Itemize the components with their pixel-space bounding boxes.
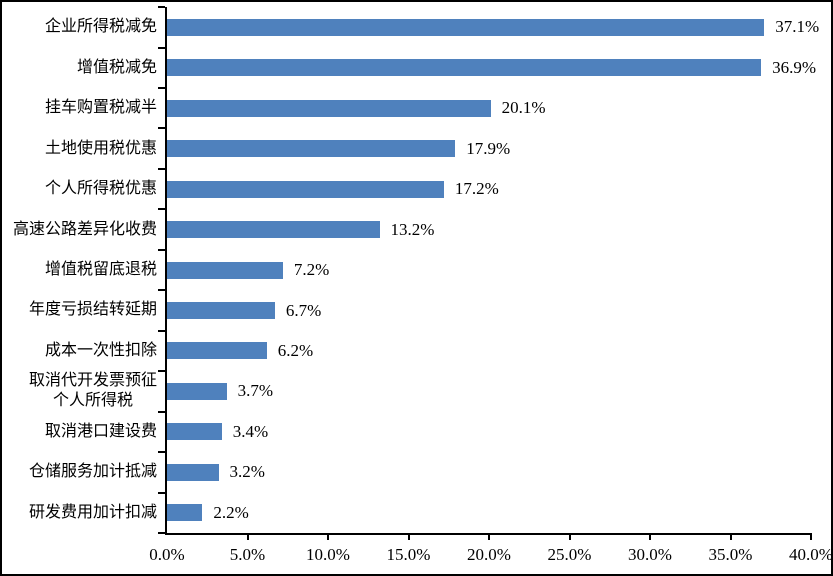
value-label: 2.2% bbox=[213, 502, 249, 522]
bar bbox=[167, 59, 762, 77]
x-axis-tick-label: 15.0% bbox=[386, 545, 431, 564]
y-axis-tick bbox=[158, 329, 165, 332]
y-axis-tick bbox=[158, 208, 165, 211]
x-axis-tick bbox=[649, 535, 651, 540]
category-label: 取消港口建设费 bbox=[44, 422, 157, 440]
bar bbox=[167, 261, 283, 279]
x-axis-line bbox=[165, 533, 812, 535]
x-axis-tick bbox=[729, 535, 732, 540]
y-axis-tick bbox=[158, 86, 165, 89]
category-label: 取消代开发票预征 个人所得税 bbox=[28, 372, 157, 410]
x-axis-tick-label: 0.0% bbox=[149, 545, 185, 564]
y-axis-tick bbox=[158, 532, 165, 534]
value-label: 20.1% bbox=[501, 98, 546, 118]
y-axis-line bbox=[165, 7, 167, 535]
x-axis-tick-label: 25.0% bbox=[547, 545, 592, 564]
y-axis-tick bbox=[158, 127, 165, 130]
bar bbox=[167, 18, 765, 36]
bar bbox=[167, 221, 380, 238]
y-axis-tick bbox=[158, 248, 165, 251]
y-axis-tick bbox=[158, 46, 165, 49]
x-axis-tick bbox=[246, 535, 249, 540]
y-axis-tick bbox=[158, 491, 165, 494]
bar bbox=[167, 180, 444, 198]
x-axis-tick-label: 5.0% bbox=[229, 545, 266, 564]
value-label: 3.7% bbox=[237, 381, 274, 401]
x-axis-tick bbox=[488, 535, 490, 540]
bar bbox=[167, 463, 219, 481]
y-axis-tick bbox=[158, 289, 165, 292]
category-label: 高速公路差异化收费 bbox=[12, 220, 157, 238]
value-label: 6.2% bbox=[277, 340, 314, 360]
category-label: 增值税留底退税 bbox=[44, 260, 157, 278]
x-axis-tick bbox=[810, 535, 812, 540]
value-label: 36.9% bbox=[772, 57, 817, 77]
value-label: 17.2% bbox=[454, 179, 499, 199]
y-axis-tick bbox=[158, 451, 165, 454]
x-axis-tick-label: 20.0% bbox=[467, 545, 511, 564]
x-axis-tick-label: 30.0% bbox=[628, 545, 672, 564]
x-axis-tick-label: 10.0% bbox=[306, 545, 350, 564]
bar bbox=[167, 423, 222, 441]
value-label: 37.1% bbox=[775, 17, 820, 37]
bar bbox=[167, 342, 267, 360]
category-label: 个人所得税优惠 bbox=[44, 180, 157, 198]
category-label: 仓储服务加计抵减 bbox=[28, 463, 157, 481]
category-label: 增值税减免 bbox=[76, 58, 157, 76]
bar bbox=[167, 382, 227, 400]
value-label: 7.2% bbox=[293, 260, 330, 279]
bar bbox=[167, 504, 203, 522]
value-label: 17.9% bbox=[466, 138, 511, 158]
category-label: 土地使用税优惠 bbox=[44, 139, 157, 157]
category-label: 研发费用加计扣减 bbox=[28, 503, 157, 521]
y-axis-tick bbox=[158, 410, 165, 413]
x-axis-tick-label: 40.0% bbox=[789, 545, 833, 564]
category-label: 年度亏损结转延期 bbox=[28, 301, 157, 319]
x-axis-tick bbox=[407, 535, 410, 540]
value-label: 13.2% bbox=[390, 219, 435, 239]
value-label: 3.4% bbox=[232, 421, 269, 441]
y-axis-tick bbox=[158, 167, 165, 170]
value-label: 6.7% bbox=[285, 300, 322, 320]
value-label: 3.2% bbox=[229, 462, 265, 482]
x-axis-tick bbox=[327, 535, 329, 540]
x-axis-tick-label: 35.0% bbox=[708, 545, 753, 564]
bar bbox=[167, 302, 275, 319]
y-axis-tick bbox=[158, 370, 165, 373]
x-axis-tick bbox=[568, 535, 571, 540]
category-label: 成本一次性扣除 bbox=[44, 341, 157, 359]
y-axis-tick bbox=[158, 6, 165, 8]
bar bbox=[167, 140, 456, 158]
category-label: 企业所得税减免 bbox=[44, 18, 157, 36]
bar bbox=[167, 99, 491, 117]
category-label: 挂车购置税减半 bbox=[44, 99, 157, 117]
